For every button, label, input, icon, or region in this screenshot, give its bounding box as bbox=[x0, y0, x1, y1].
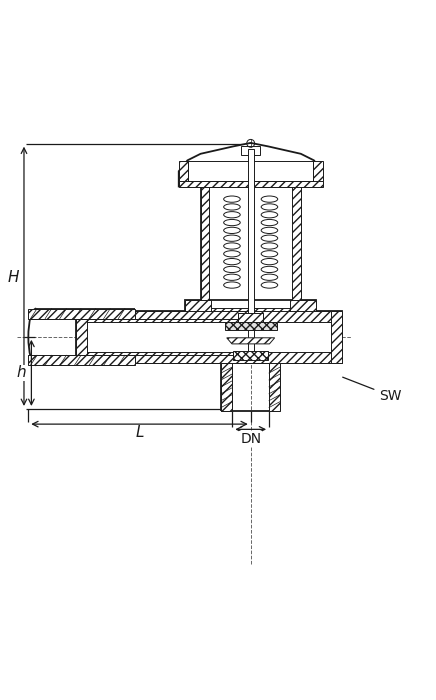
Ellipse shape bbox=[224, 228, 240, 234]
Ellipse shape bbox=[261, 251, 278, 257]
Bar bbox=[221, 363, 232, 411]
Ellipse shape bbox=[261, 258, 278, 265]
Text: h: h bbox=[16, 365, 26, 380]
Bar bbox=[76, 311, 342, 363]
Ellipse shape bbox=[261, 228, 278, 234]
Bar bbox=[201, 186, 209, 309]
Ellipse shape bbox=[224, 243, 240, 249]
Ellipse shape bbox=[224, 204, 240, 210]
Ellipse shape bbox=[224, 251, 240, 257]
Ellipse shape bbox=[224, 258, 240, 265]
Bar bbox=[185, 300, 211, 313]
Text: L: L bbox=[135, 426, 144, 440]
Ellipse shape bbox=[224, 274, 240, 281]
Polygon shape bbox=[179, 161, 188, 186]
Ellipse shape bbox=[261, 243, 278, 249]
Ellipse shape bbox=[224, 196, 240, 202]
Bar bbox=[185, 300, 316, 313]
Ellipse shape bbox=[261, 211, 278, 218]
Ellipse shape bbox=[261, 266, 278, 272]
Bar bbox=[28, 355, 135, 365]
Bar bbox=[179, 181, 323, 186]
Ellipse shape bbox=[261, 274, 278, 281]
Bar bbox=[241, 146, 260, 155]
Polygon shape bbox=[179, 143, 323, 186]
Ellipse shape bbox=[224, 219, 240, 225]
Bar bbox=[76, 352, 342, 363]
Bar bbox=[233, 351, 268, 360]
Ellipse shape bbox=[261, 219, 278, 225]
Polygon shape bbox=[201, 309, 219, 322]
Ellipse shape bbox=[261, 196, 278, 202]
Text: H: H bbox=[7, 270, 19, 285]
Ellipse shape bbox=[261, 204, 278, 210]
Bar bbox=[331, 311, 342, 363]
Bar bbox=[238, 312, 263, 322]
Bar bbox=[290, 300, 316, 313]
Bar bbox=[269, 363, 280, 411]
Text: DN: DN bbox=[240, 432, 261, 446]
Polygon shape bbox=[282, 309, 301, 322]
Ellipse shape bbox=[261, 235, 278, 241]
Bar bbox=[292, 186, 301, 309]
Bar bbox=[76, 311, 342, 322]
Text: SW: SW bbox=[343, 377, 402, 402]
Bar bbox=[76, 311, 87, 363]
Ellipse shape bbox=[224, 211, 240, 218]
Bar bbox=[201, 186, 301, 309]
Ellipse shape bbox=[224, 282, 240, 288]
Polygon shape bbox=[227, 338, 275, 344]
Bar bbox=[28, 309, 135, 318]
Ellipse shape bbox=[224, 266, 240, 272]
Polygon shape bbox=[313, 161, 323, 186]
Bar bbox=[225, 322, 277, 330]
Ellipse shape bbox=[224, 235, 240, 241]
Bar bbox=[211, 308, 290, 313]
Bar bbox=[238, 312, 263, 322]
Ellipse shape bbox=[261, 282, 278, 288]
Bar bbox=[248, 149, 254, 352]
